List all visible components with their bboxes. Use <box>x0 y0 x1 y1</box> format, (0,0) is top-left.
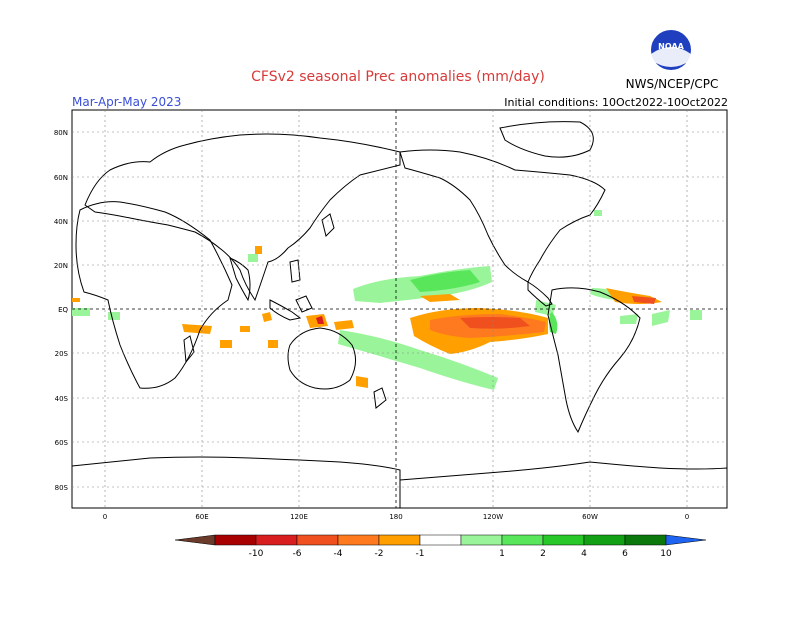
lat-label: 40N <box>54 218 68 226</box>
lat-label: 80N <box>54 129 68 137</box>
lon-label: 0 <box>685 513 689 521</box>
legend-label: -4 <box>334 549 343 559</box>
lat-label: 80S <box>55 484 69 492</box>
lon-label: 60E <box>195 513 208 521</box>
legend-swatch <box>296 534 339 546</box>
precip-anomaly-shading <box>72 210 702 390</box>
legend-swatch <box>460 534 503 546</box>
lat-label: 60N <box>54 174 68 182</box>
season-label: Mar-Apr-May 2023 <box>72 95 181 109</box>
lon-label: 120W <box>483 513 503 521</box>
lat-label: 40S <box>55 395 69 403</box>
graticule <box>72 110 727 508</box>
noaa-logo-text: NOAA <box>658 42 684 51</box>
legend-arrow-left <box>174 534 216 546</box>
legend-swatch <box>501 534 544 546</box>
legend-swatch <box>337 534 380 546</box>
legend-label: -1 <box>416 549 425 559</box>
legend-swatch <box>214 534 257 546</box>
legend-arrow-right <box>665 534 707 546</box>
lon-label: 120E <box>290 513 308 521</box>
longitude-labels: 0 60E 120E 180 120W 60W 0 <box>103 513 689 521</box>
initial-conditions: Initial conditions: 10Oct2022-10Oct2022 <box>504 96 728 109</box>
legend-label: 2 <box>540 549 546 559</box>
legend-label: -10 <box>249 549 264 559</box>
legend-swatch <box>583 534 626 546</box>
lat-label: 60S <box>55 439 69 447</box>
lat-label: 20S <box>55 350 69 358</box>
legend-label: -6 <box>293 549 302 559</box>
legend-label: 1 <box>499 549 505 559</box>
legend-swatch <box>624 534 667 546</box>
lat-label: 20N <box>54 262 68 270</box>
latitude-labels: 80N 60N 40N 20N EQ 20S 40S 60S 80S <box>54 129 69 492</box>
legend-swatch <box>378 534 421 546</box>
lat-label: EQ <box>58 306 68 314</box>
legend-swatch <box>255 534 298 546</box>
map-title: CFSv2 seasonal Prec anomalies (mm/day) <box>251 69 545 85</box>
lon-label: 180 <box>389 513 402 521</box>
legend-label: 10 <box>660 549 672 559</box>
color-legend: -10 -6 -4 -2 -1 1 2 4 6 10 <box>174 534 707 559</box>
noaa-logo-icon: NOAA <box>649 28 693 72</box>
legend-label: 4 <box>581 549 587 559</box>
legend-swatch <box>542 534 585 546</box>
lon-label: 60W <box>582 513 598 521</box>
legend-label: -2 <box>375 549 384 559</box>
equator-dateline <box>72 110 727 508</box>
agency-label: NWS/NCEP/CPC <box>626 77 719 91</box>
lon-label: 0 <box>103 513 107 521</box>
legend-swatch <box>419 534 462 546</box>
legend-label: 6 <box>622 549 628 559</box>
